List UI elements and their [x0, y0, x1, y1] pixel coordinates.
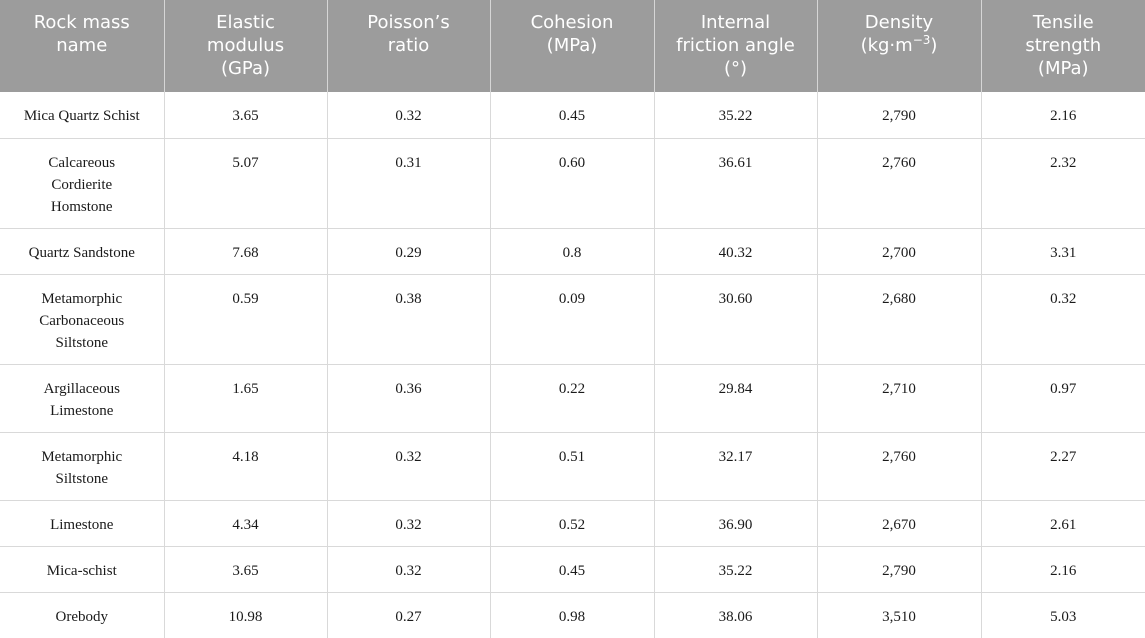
- tensile-strength-cell: 2.61: [980, 499, 1145, 546]
- table-row: Quartz Sandstone 7.68 0.29 0.8 40.32 2,7…: [0, 227, 1145, 274]
- density-cell: 2,670: [816, 499, 981, 546]
- poissons-ratio-cell: 0.32: [326, 92, 490, 138]
- header-cohesion: Cohesion (MPa): [489, 0, 654, 92]
- density-cell: 2,680: [816, 273, 981, 364]
- density-cell: 2,710: [816, 363, 981, 432]
- table-body: Mica Quartz Schist 3.65 0.32 0.45 35.22 …: [0, 92, 1145, 638]
- poissons-ratio-cell: 0.31: [326, 137, 490, 228]
- rock-name-cell: Mica-schist: [0, 545, 164, 592]
- cohesion-cell: 0.45: [489, 92, 654, 138]
- friction-angle-cell: 40.32: [653, 227, 817, 274]
- tensile-strength-cell: 2.16: [980, 545, 1145, 592]
- table-row: Metamorphic Siltstone 4.18 0.32 0.51 32.1…: [0, 431, 1145, 500]
- rock-name-cell: Calcareous Cordierite Homstone: [0, 137, 164, 228]
- cohesion-cell: 0.09: [489, 273, 654, 364]
- table-row: Mica-schist 3.65 0.32 0.45 35.22 2,790 2…: [0, 545, 1145, 592]
- friction-angle-cell: 36.61: [653, 137, 817, 228]
- header-poissons-ratio: Poisson’s ratio: [326, 0, 490, 92]
- tensile-strength-cell: 2.16: [980, 92, 1145, 138]
- table-row: Mica Quartz Schist 3.65 0.32 0.45 35.22 …: [0, 92, 1145, 138]
- table-row: Calcareous Cordierite Homstone 5.07 0.31 0…: [0, 137, 1145, 228]
- header-elastic-modulus: Elastic modulus (GPa): [163, 0, 327, 92]
- header-rock-mass-name: Rock mass name: [0, 0, 164, 92]
- rock-name-cell: Metamorphic Carbonaceous Siltstone: [0, 273, 164, 364]
- density-cell: 2,790: [816, 545, 981, 592]
- elastic-modulus-cell: 4.34: [163, 499, 327, 546]
- friction-angle-cell: 32.17: [653, 431, 817, 500]
- friction-angle-cell: 35.22: [653, 545, 817, 592]
- header-tensile-strength: Tensile strength (MPa): [980, 0, 1145, 92]
- friction-angle-cell: 29.84: [653, 363, 817, 432]
- poissons-ratio-cell: 0.32: [326, 545, 490, 592]
- cohesion-cell: 0.22: [489, 363, 654, 432]
- elastic-modulus-cell: 1.65: [163, 363, 327, 432]
- header-internal-friction-angle: Internal friction angle (°): [653, 0, 817, 92]
- tensile-strength-cell: 0.97: [980, 363, 1145, 432]
- tensile-strength-cell: 0.32: [980, 273, 1145, 364]
- poissons-ratio-cell: 0.32: [326, 499, 490, 546]
- friction-angle-cell: 36.90: [653, 499, 817, 546]
- tensile-strength-cell: 5.03: [980, 591, 1145, 638]
- cohesion-cell: 0.45: [489, 545, 654, 592]
- rock-name-cell: Limestone: [0, 499, 164, 546]
- cohesion-cell: 0.8: [489, 227, 654, 274]
- rock-name-cell: Mica Quartz Schist: [23, 108, 140, 124]
- table-row: Limestone 4.34 0.32 0.52 36.90 2,670 2.6…: [0, 499, 1145, 546]
- table-row: Argillaceous Limestone 1.65 0.36 0.22 29.…: [0, 363, 1145, 432]
- cohesion-cell: 0.98: [489, 591, 654, 638]
- poissons-ratio-cell: 0.27: [326, 591, 490, 638]
- poissons-ratio-cell: 0.32: [326, 431, 490, 500]
- tensile-strength-cell: 2.32: [980, 137, 1145, 228]
- header-density: Density (kg·m−3): [816, 0, 981, 92]
- table-header: Rock mass name Elastic modulus (GPa) Poisso…: [0, 0, 1145, 92]
- tensile-strength-cell: 2.27: [980, 431, 1145, 500]
- poissons-ratio-cell: 0.29: [326, 227, 490, 274]
- elastic-modulus-cell: 0.59: [163, 273, 327, 364]
- density-cell: 2,790: [816, 92, 981, 138]
- density-cell: 2,760: [816, 137, 981, 228]
- rock-name-cell: Orebody: [0, 591, 164, 638]
- friction-angle-cell: 30.60: [653, 273, 817, 364]
- density-cell: 2,760: [816, 431, 981, 500]
- friction-angle-cell: 38.06: [653, 591, 817, 638]
- table-row: Metamorphic Carbonaceous Siltstone 0.59 0.…: [0, 273, 1145, 364]
- table-row: Orebody 10.98 0.27 0.98 38.06 3,510 5.03: [0, 591, 1145, 638]
- density-cell: 2,700: [816, 227, 981, 274]
- elastic-modulus-cell: 7.68: [163, 227, 327, 274]
- elastic-modulus-cell: 3.65: [163, 92, 327, 138]
- elastic-modulus-cell: 5.07: [163, 137, 327, 228]
- tensile-strength-cell: 3.31: [980, 227, 1145, 274]
- cohesion-cell: 0.52: [489, 499, 654, 546]
- elastic-modulus-cell: 4.18: [163, 431, 327, 500]
- elastic-modulus-cell: 3.65: [163, 545, 327, 592]
- cohesion-cell: 0.51: [489, 431, 654, 500]
- poissons-ratio-cell: 0.36: [326, 363, 490, 432]
- elastic-modulus-cell: 10.98: [163, 591, 327, 638]
- poissons-ratio-cell: 0.38: [326, 273, 490, 364]
- cohesion-cell: 0.60: [489, 137, 654, 228]
- rock-name-cell: Metamorphic Siltstone: [0, 431, 164, 500]
- header-row: Rock mass name Elastic modulus (GPa) Poisso…: [0, 0, 1145, 92]
- friction-angle-cell: 35.22: [653, 92, 817, 138]
- rock-name-cell: Argillaceous Limestone: [0, 363, 164, 432]
- density-cell: 3,510: [816, 591, 981, 638]
- rock-name-cell: Quartz Sandstone: [0, 227, 164, 274]
